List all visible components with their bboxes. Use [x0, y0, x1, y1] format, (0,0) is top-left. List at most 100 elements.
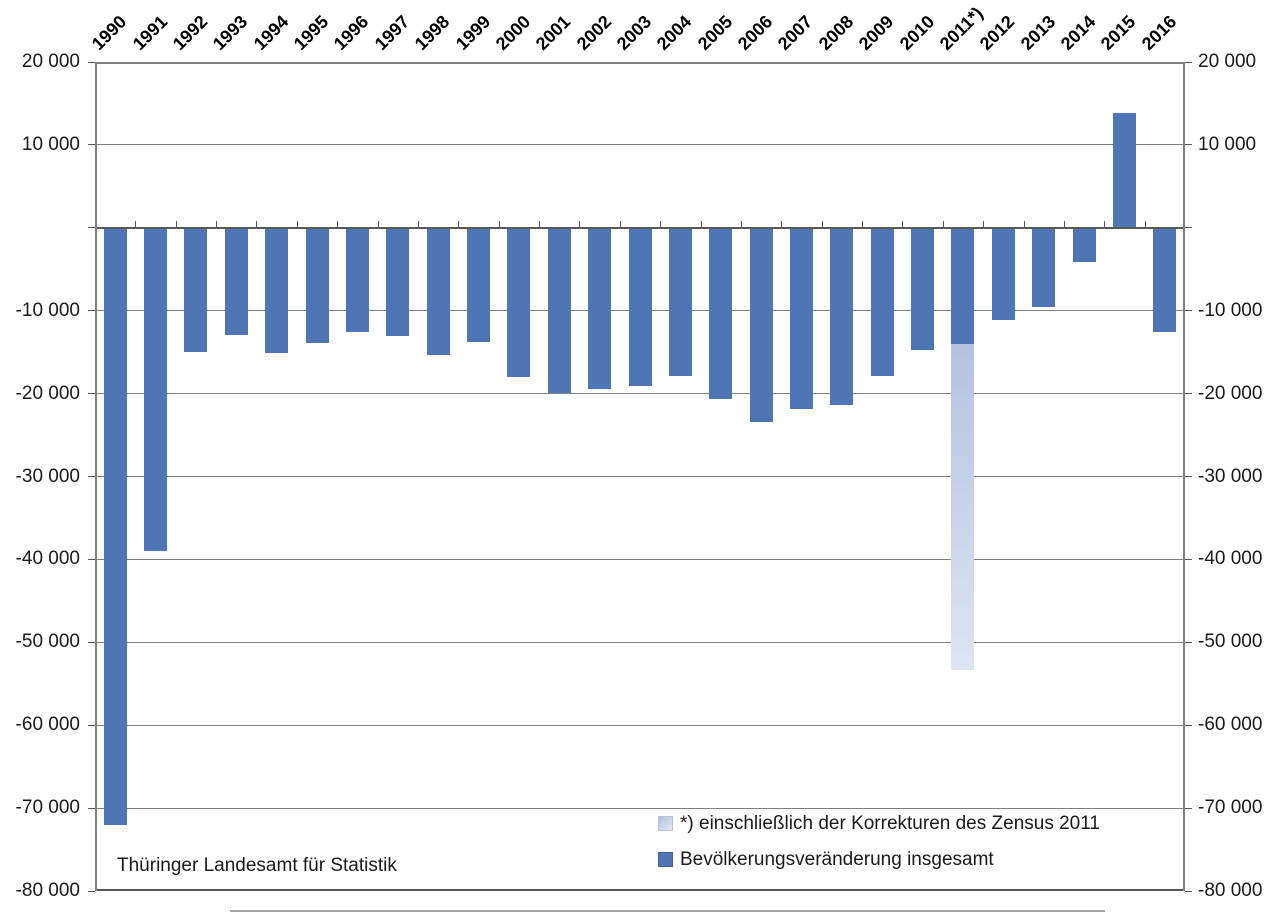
zero-axis-tick	[175, 220, 177, 227]
bar-2010	[911, 227, 935, 351]
legend-item-total: Bevölkerungsveränderung insgesamt	[658, 848, 1100, 871]
bar-2012	[991, 227, 1015, 320]
zero-axis-tick	[1023, 220, 1025, 227]
plot-border-right	[1183, 62, 1185, 891]
x-axis-label-2000: 2000	[491, 11, 535, 54]
bar-2000	[507, 227, 531, 378]
y-axis-label-left: -80 000	[15, 880, 80, 901]
bar-2013	[1032, 227, 1056, 308]
x-axis-label-1998: 1998	[410, 11, 454, 54]
y-axis-label-left: -50 000	[15, 631, 80, 653]
bar-2009	[870, 227, 894, 377]
y-axis-label-right: 10 000	[1198, 133, 1257, 155]
zero-axis-tick	[216, 220, 218, 227]
zero-axis-tick	[821, 220, 823, 227]
axis-tick-left	[88, 393, 95, 395]
gridline	[95, 641, 1185, 643]
x-axis-label-2008: 2008	[814, 11, 858, 54]
zero-axis-tick	[458, 220, 460, 227]
zero-axis-tick	[983, 220, 985, 227]
zero-axis-line	[95, 226, 1185, 229]
bar-1997	[386, 227, 410, 336]
x-axis-label-2004: 2004	[653, 11, 696, 54]
x-axis-label-1990: 1990	[88, 11, 131, 54]
plot-border-left	[95, 62, 97, 891]
axis-tick-left	[88, 558, 95, 560]
plot-area	[88, 61, 1192, 892]
zero-axis-tick	[902, 220, 904, 227]
axis-tick-left	[88, 724, 95, 726]
bar-2001	[547, 227, 571, 393]
bar-1995	[305, 227, 329, 344]
zero-axis-tick	[619, 220, 621, 227]
bar-2016	[1153, 227, 1177, 333]
bar-2015	[1112, 112, 1136, 228]
x-axis-label-2014: 2014	[1056, 11, 1100, 54]
x-axis-label-1999: 1999	[451, 11, 494, 54]
x-axis-label-2015: 2015	[1097, 11, 1140, 54]
y-axis-label-right: -10 000	[1198, 299, 1263, 321]
gridline	[95, 724, 1185, 726]
gridline	[95, 476, 1185, 477]
zero-axis-tick	[700, 220, 702, 227]
axis-tick-left	[88, 61, 95, 63]
zero-axis-tick	[579, 220, 581, 227]
axis-tick-right	[1185, 227, 1192, 229]
x-axis-label-2002: 2002	[572, 11, 615, 54]
axis-tick-right	[1185, 890, 1192, 892]
x-axis-label-1997: 1997	[370, 11, 414, 54]
bar-1994	[265, 227, 289, 353]
axis-tick-right	[1185, 61, 1192, 63]
axis-tick-left	[88, 227, 95, 229]
gridline	[95, 393, 1185, 395]
axis-tick-left	[88, 807, 95, 809]
bar-2003	[628, 227, 652, 387]
legend-swatch-zensus	[658, 816, 673, 831]
bar-1991	[144, 227, 168, 552]
zero-axis-tick	[862, 220, 864, 227]
x-axis-label-1991: 1991	[128, 11, 171, 54]
gridline	[95, 144, 1185, 146]
zero-axis-tick	[417, 220, 419, 227]
bar-2006	[749, 227, 773, 422]
zero-axis-tick	[498, 220, 500, 227]
bar-1992	[184, 227, 208, 353]
x-axis-label-1993: 1993	[209, 11, 252, 54]
bar-2008	[830, 227, 854, 406]
x-axis-label-1992: 1992	[168, 11, 212, 54]
zero-axis-tick	[337, 220, 339, 227]
axis-tick-right	[1185, 393, 1192, 395]
y-axis-label-right: -20 000	[1198, 382, 1263, 404]
x-axis-label-1995: 1995	[289, 11, 333, 54]
axis-tick-left	[88, 890, 95, 892]
bar-1993	[224, 227, 248, 335]
x-axis-label-2011: 2011*)	[935, 3, 987, 55]
legend-label-zensus: *) einschließlich der Korrekturen des Ze…	[680, 812, 1100, 834]
bar-2014	[1072, 227, 1096, 262]
y-axis-label-right: -60 000	[1198, 714, 1263, 736]
axis-tick-left	[88, 144, 95, 146]
legend: *) einschließlich der Korrekturen des Ze…	[658, 812, 1100, 871]
bar-2011-dark-segment	[951, 227, 975, 344]
x-axis-label-2003: 2003	[612, 11, 656, 54]
legend-swatch-total	[658, 852, 673, 867]
x-axis-label-2016: 2016	[1137, 11, 1181, 54]
x-axis-label-2010: 2010	[895, 11, 938, 54]
legend-item-zensus: *) einschließlich der Korrekturen des Ze…	[658, 812, 1100, 835]
bar-1998	[426, 227, 450, 355]
zero-axis-tick	[1104, 220, 1106, 227]
gridline	[95, 558, 1185, 560]
axis-tick-right	[1185, 558, 1192, 560]
bar-2005	[709, 227, 733, 400]
zero-axis-tick	[256, 220, 258, 227]
zero-axis-tick	[942, 220, 944, 227]
axis-tick-left	[88, 310, 95, 312]
y-axis-label-left: -30 000	[15, 465, 80, 487]
legend-label-total: Bevölkerungsveränderung insgesamt	[680, 848, 994, 870]
bar-2011-zensus-segment	[951, 343, 975, 671]
axis-tick-right	[1185, 807, 1192, 809]
x-axis-label-2001: 2001	[532, 11, 575, 54]
axis-tick-right	[1185, 144, 1192, 146]
zero-axis-tick	[781, 220, 783, 227]
